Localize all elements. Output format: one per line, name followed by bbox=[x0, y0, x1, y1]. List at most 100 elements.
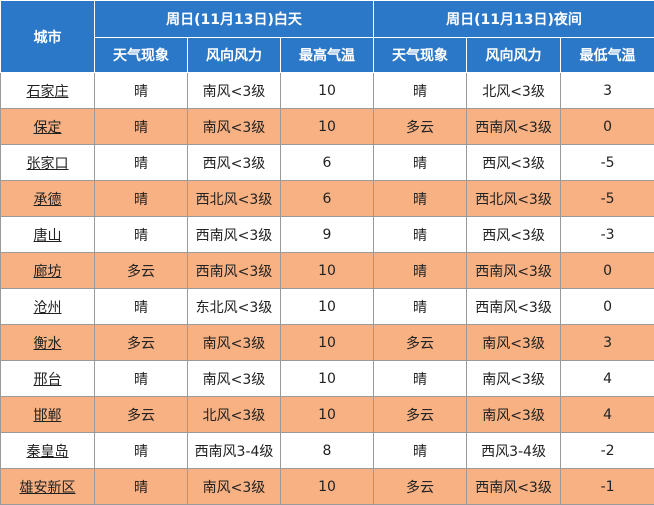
night-wind-cell: 西南风<3级 bbox=[467, 109, 561, 145]
day-wind-cell: 南风<3级 bbox=[188, 73, 281, 109]
night-weather-cell: 晴 bbox=[374, 253, 467, 289]
night-wind-cell: 西南风<3级 bbox=[467, 253, 561, 289]
city-link[interactable]: 秦皇岛 bbox=[27, 444, 69, 460]
night-weather-cell: 晴 bbox=[374, 181, 467, 217]
day-wind-cell: 南风<3级 bbox=[188, 469, 281, 505]
day-wind-cell: 南风<3级 bbox=[188, 325, 281, 361]
day-weather-cell: 晴 bbox=[95, 469, 188, 505]
header-night-wind: 风向风力 bbox=[467, 38, 561, 73]
day-wind-cell: 西南风<3级 bbox=[188, 217, 281, 253]
day-weather-cell: 多云 bbox=[95, 253, 188, 289]
low-temp-cell: 3 bbox=[561, 325, 654, 361]
header-night-weather: 天气现象 bbox=[374, 38, 467, 73]
day-weather-cell: 晴 bbox=[95, 289, 188, 325]
city-cell: 邯郸 bbox=[1, 397, 95, 433]
city-cell: 沧州 bbox=[1, 289, 95, 325]
city-link[interactable]: 承德 bbox=[34, 192, 62, 208]
day-wind-cell: 西南风<3级 bbox=[188, 253, 281, 289]
night-wind-cell: 西风<3级 bbox=[467, 145, 561, 181]
night-wind-cell: 南风<3级 bbox=[467, 397, 561, 433]
low-temp-cell: -1 bbox=[561, 469, 654, 505]
day-wind-cell: 北风<3级 bbox=[188, 397, 281, 433]
city-link[interactable]: 邯郸 bbox=[34, 408, 62, 424]
day-weather-cell: 晴 bbox=[95, 145, 188, 181]
high-temp-cell: 9 bbox=[281, 217, 374, 253]
day-weather-cell: 晴 bbox=[95, 361, 188, 397]
night-weather-cell: 晴 bbox=[374, 73, 467, 109]
city-link[interactable]: 张家口 bbox=[27, 156, 69, 172]
night-wind-cell: 西南风<3级 bbox=[467, 289, 561, 325]
city-link[interactable]: 唐山 bbox=[34, 228, 62, 244]
city-cell: 唐山 bbox=[1, 217, 95, 253]
day-wind-cell: 南风<3级 bbox=[188, 361, 281, 397]
day-wind-cell: 东北风<3级 bbox=[188, 289, 281, 325]
day-weather-cell: 多云 bbox=[95, 325, 188, 361]
day-wind-cell: 西北风<3级 bbox=[188, 181, 281, 217]
low-temp-cell: -2 bbox=[561, 433, 654, 469]
low-temp-cell: -5 bbox=[561, 145, 654, 181]
city-link[interactable]: 保定 bbox=[34, 120, 62, 136]
header-day-wind: 风向风力 bbox=[188, 38, 281, 73]
city-link[interactable]: 石家庄 bbox=[27, 84, 69, 100]
city-cell: 张家口 bbox=[1, 145, 95, 181]
city-link[interactable]: 衡水 bbox=[34, 336, 62, 352]
high-temp-cell: 10 bbox=[281, 397, 374, 433]
low-temp-cell: 0 bbox=[561, 253, 654, 289]
high-temp-cell: 8 bbox=[281, 433, 374, 469]
city-cell: 衡水 bbox=[1, 325, 95, 361]
day-weather-cell: 晴 bbox=[95, 73, 188, 109]
city-link[interactable]: 邢台 bbox=[34, 372, 62, 388]
high-temp-cell: 6 bbox=[281, 181, 374, 217]
low-temp-cell: 4 bbox=[561, 397, 654, 433]
night-wind-cell: 西风3-4级 bbox=[467, 433, 561, 469]
city-link[interactable]: 廊坊 bbox=[34, 264, 62, 280]
low-temp-cell: 0 bbox=[561, 289, 654, 325]
low-temp-cell: -5 bbox=[561, 181, 654, 217]
high-temp-cell: 10 bbox=[281, 469, 374, 505]
night-wind-cell: 西北风<3级 bbox=[467, 181, 561, 217]
night-wind-cell: 西风<3级 bbox=[467, 217, 561, 253]
header-high-temp: 最高气温 bbox=[281, 38, 374, 73]
day-wind-cell: 西南风3-4级 bbox=[188, 433, 281, 469]
header-low-temp: 最低气温 bbox=[561, 38, 654, 73]
city-link[interactable]: 雄安新区 bbox=[20, 480, 76, 496]
day-weather-cell: 晴 bbox=[95, 109, 188, 145]
low-temp-cell: 4 bbox=[561, 361, 654, 397]
day-wind-cell: 南风<3级 bbox=[188, 109, 281, 145]
day-weather-cell: 多云 bbox=[95, 397, 188, 433]
night-wind-cell: 南风<3级 bbox=[467, 325, 561, 361]
city-cell: 石家庄 bbox=[1, 73, 95, 109]
night-wind-cell: 南风<3级 bbox=[467, 361, 561, 397]
night-weather-cell: 晴 bbox=[374, 217, 467, 253]
city-link[interactable]: 沧州 bbox=[34, 300, 62, 316]
night-weather-cell: 多云 bbox=[374, 397, 467, 433]
high-temp-cell: 10 bbox=[281, 109, 374, 145]
high-temp-cell: 6 bbox=[281, 145, 374, 181]
city-cell: 雄安新区 bbox=[1, 469, 95, 505]
night-weather-cell: 晴 bbox=[374, 145, 467, 181]
night-weather-cell: 晴 bbox=[374, 433, 467, 469]
low-temp-cell: -3 bbox=[561, 217, 654, 253]
header-city: 城市 bbox=[1, 1, 95, 73]
night-weather-cell: 多云 bbox=[374, 469, 467, 505]
day-weather-cell: 晴 bbox=[95, 217, 188, 253]
night-weather-cell: 晴 bbox=[374, 289, 467, 325]
high-temp-cell: 10 bbox=[281, 289, 374, 325]
day-wind-cell: 西风<3级 bbox=[188, 145, 281, 181]
header-day-weather: 天气现象 bbox=[95, 38, 188, 73]
low-temp-cell: 3 bbox=[561, 73, 654, 109]
low-temp-cell: 0 bbox=[561, 109, 654, 145]
header-night-group: 周日(11月13日)夜间 bbox=[374, 1, 654, 38]
day-weather-cell: 晴 bbox=[95, 433, 188, 469]
night-wind-cell: 北风<3级 bbox=[467, 73, 561, 109]
